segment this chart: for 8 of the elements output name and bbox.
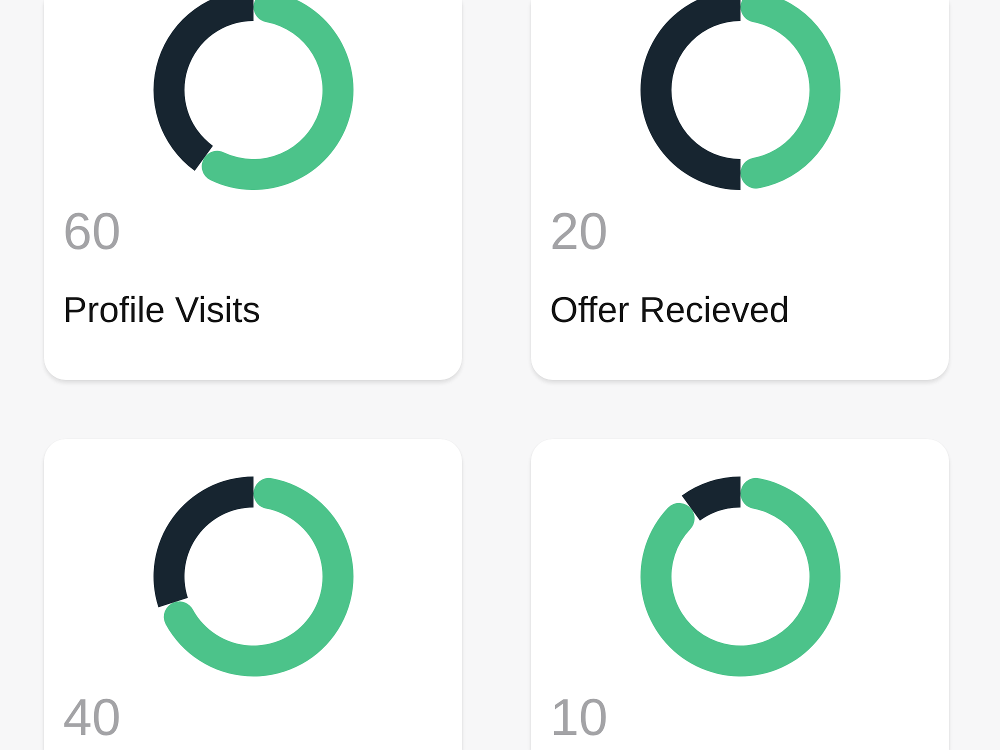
text: Profile Visits <box>63 289 260 330</box>
text: 60 <box>63 203 121 261</box>
text: 10 <box>550 689 608 747</box>
donut-slice <box>682 476 740 520</box>
text: 20 <box>550 203 608 261</box>
text: 40 <box>63 689 121 747</box>
text: Offer Recieved <box>550 289 790 330</box>
donut-slice <box>640 477 840 676</box>
